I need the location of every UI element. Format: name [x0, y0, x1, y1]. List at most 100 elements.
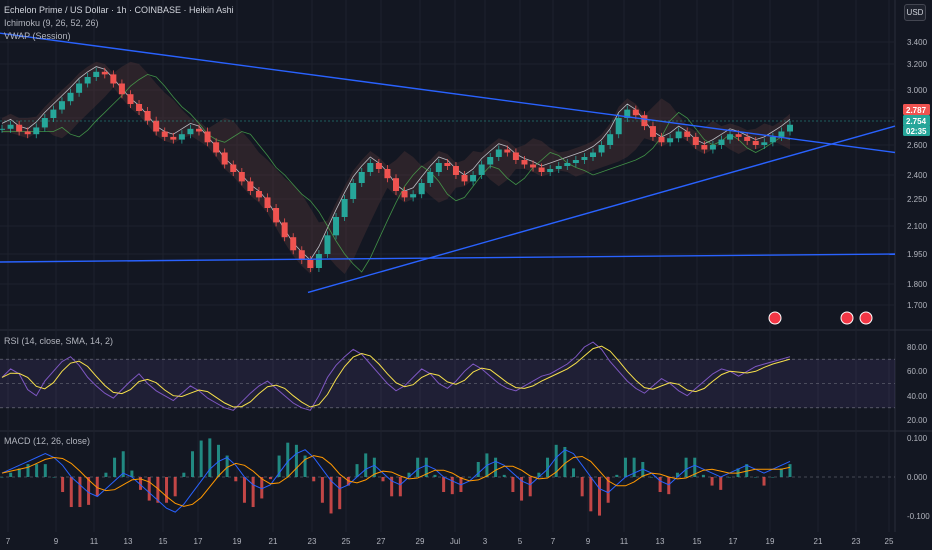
macd-histogram-bar	[537, 472, 541, 477]
candle	[7, 124, 14, 129]
candle	[110, 74, 117, 84]
candle	[144, 111, 151, 121]
macd-legend[interactable]: MACD (12, 26, close)	[4, 436, 91, 446]
macd-histogram-bar	[398, 477, 402, 497]
macd-histogram-bar	[17, 468, 21, 477]
candle	[255, 191, 262, 198]
macd-histogram-bar	[658, 477, 662, 493]
rsi-legend[interactable]: RSI (14, close, SMA, 14, 2)	[4, 336, 114, 346]
upper-price-badge: 2.787	[903, 104, 930, 115]
candle	[564, 163, 571, 166]
macd-histogram-bar	[165, 477, 169, 503]
bar-countdown-badge: 02:35	[903, 125, 930, 136]
time-tick-label: Jul	[450, 537, 460, 546]
candle	[264, 197, 271, 208]
price-tick-label: 1.700	[907, 301, 928, 310]
macd-histogram-bar	[113, 457, 117, 477]
candle	[692, 136, 699, 145]
time-tick-label: 15	[159, 537, 168, 546]
price-tick-label: 3.000	[907, 86, 928, 95]
candle	[487, 157, 494, 165]
economic-event-icon	[768, 311, 782, 325]
rsi-tick-label: 80.00	[907, 343, 928, 352]
candle	[615, 118, 622, 135]
macd-histogram-bar	[623, 457, 627, 477]
candle	[298, 250, 305, 260]
macd-histogram-bar	[632, 457, 636, 477]
candle	[512, 152, 519, 160]
candle	[213, 142, 220, 153]
time-tick-label: 7	[6, 537, 11, 546]
macd-histogram-bar	[268, 477, 272, 480]
candle	[153, 120, 160, 132]
svg-text:2.754: 2.754	[906, 117, 927, 126]
candle	[667, 138, 674, 143]
macd-histogram-bar	[390, 477, 394, 497]
macd-histogram-bar	[104, 472, 108, 477]
macd-histogram-bar	[242, 477, 246, 503]
candle	[0, 128, 5, 130]
macd-tick-label: 0.100	[907, 434, 928, 443]
macd-histogram-bar	[208, 438, 212, 477]
candle	[324, 235, 331, 254]
rsi-line	[1, 341, 791, 411]
candle	[787, 124, 793, 132]
ichimoku-legend[interactable]: Ichimoku (9, 26, 52, 26)	[4, 18, 99, 28]
candle	[50, 109, 57, 118]
macd-histogram-bar	[563, 446, 567, 477]
rsi-tick-label: 40.00	[907, 392, 928, 401]
macd-histogram-bar	[771, 477, 775, 478]
candle	[136, 104, 143, 111]
candle	[718, 139, 725, 145]
candle	[204, 131, 211, 143]
macd-histogram-bar	[424, 457, 428, 477]
time-tick-label: 17	[194, 537, 203, 546]
candle	[709, 145, 716, 150]
macd-histogram-bar	[225, 455, 229, 477]
macd-histogram-bar	[554, 444, 558, 477]
macd-histogram-bar	[468, 477, 472, 478]
svg-text:2.787: 2.787	[906, 106, 927, 115]
candle	[187, 128, 194, 135]
candle	[478, 164, 485, 175]
macd-histogram-bar	[260, 477, 264, 499]
time-tick-label: 27	[377, 537, 386, 546]
candle	[350, 183, 357, 199]
macd-tick-label: 0.000	[907, 473, 928, 482]
macd-histogram-bar	[312, 477, 316, 482]
candle	[769, 136, 776, 143]
candle	[24, 131, 31, 135]
macd-histogram-bar	[442, 477, 446, 493]
macd-histogram-bar	[615, 474, 619, 477]
macd-histogram-bar	[511, 477, 515, 493]
time-tick-label: 13	[124, 537, 133, 546]
macd-histogram-bar	[277, 455, 281, 477]
candle	[701, 145, 708, 150]
price-tick-label: 3.400	[907, 38, 928, 47]
candle	[333, 217, 340, 236]
candle	[735, 134, 742, 137]
macd-histogram-bar	[580, 477, 584, 497]
macd-histogram-bar	[606, 477, 610, 503]
macd-histogram-bar	[338, 477, 342, 510]
current-price-badge: 2.754	[903, 115, 930, 126]
macd-histogram-bar	[667, 477, 671, 495]
vwap-legend[interactable]: VWAP (Session)	[4, 31, 71, 41]
candle	[675, 131, 682, 139]
currency-button[interactable]: USD	[904, 4, 926, 21]
price-tick-label: 3.200	[907, 60, 928, 69]
macd-histogram-bar	[502, 474, 506, 477]
candle	[384, 169, 391, 179]
candle	[778, 131, 785, 137]
candle	[401, 191, 408, 198]
candle	[744, 136, 751, 141]
rsi-tick-label: 20.00	[907, 416, 928, 425]
time-tick-label: 7	[551, 537, 556, 546]
candle	[752, 140, 759, 145]
macd-histogram-bar	[494, 457, 498, 477]
candle	[452, 166, 459, 175]
time-tick-label: 3	[483, 537, 488, 546]
economic-event-icon	[859, 311, 873, 325]
price-tick-label: 2.100	[907, 222, 928, 231]
